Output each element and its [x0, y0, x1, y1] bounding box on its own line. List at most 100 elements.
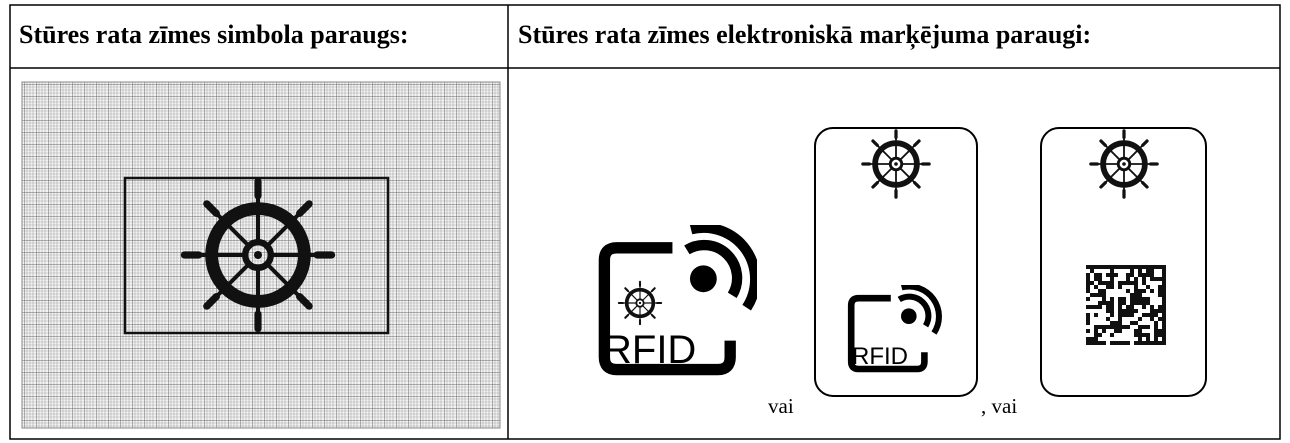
datamatrix-module [1134, 289, 1138, 293]
datamatrix-module [1094, 337, 1098, 341]
datamatrix-module [1154, 265, 1158, 269]
datamatrix-module [1162, 273, 1166, 277]
datamatrix-module [1122, 309, 1126, 313]
datamatrix-module [1162, 337, 1166, 341]
datamatrix-module [1154, 329, 1158, 333]
datamatrix-module [1098, 341, 1102, 345]
datamatrix-module [1142, 277, 1146, 281]
datamatrix-module [1102, 325, 1106, 329]
datamatrix-module [1118, 309, 1122, 313]
datamatrix-module [1134, 285, 1138, 289]
datamatrix-module [1106, 281, 1110, 285]
datamatrix-module [1098, 281, 1102, 285]
datamatrix-module [1150, 341, 1154, 345]
datamatrix-module [1118, 301, 1122, 305]
datamatrix-module [1110, 313, 1114, 317]
datamatrix-module [1162, 265, 1166, 269]
datamatrix-module [1158, 293, 1162, 297]
datamatrix-module [1134, 329, 1138, 333]
datamatrix-module [1098, 301, 1102, 305]
datamatrix-module [1110, 285, 1114, 289]
datamatrix-module [1126, 309, 1130, 313]
datamatrix-module [1126, 313, 1130, 317]
datamatrix-module [1162, 325, 1166, 329]
datamatrix-module [1130, 293, 1134, 297]
datamatrix-module [1086, 317, 1090, 321]
rfid-card [814, 127, 978, 397]
datamatrix-module [1098, 265, 1102, 269]
datamatrix-module [1134, 301, 1138, 305]
datamatrix-module [1146, 269, 1150, 273]
datamatrix-module [1118, 285, 1122, 289]
datamatrix-module [1138, 337, 1142, 341]
datamatrix-module [1162, 317, 1166, 321]
datamatrix-module [1118, 317, 1122, 321]
datamatrix-module [1150, 309, 1154, 313]
header-cell: Stūres rata zīmes simbola paraugs: [19, 20, 409, 49]
datamatrix-module [1162, 329, 1166, 333]
datamatrix-module [1146, 285, 1150, 289]
datamatrix-module [1158, 333, 1162, 337]
datamatrix-module [1110, 301, 1114, 305]
datamatrix-module [1118, 329, 1122, 333]
datamatrix-module [1102, 297, 1106, 301]
datamatrix-module [1150, 265, 1154, 269]
datamatrix-module [1154, 313, 1158, 317]
datamatrix-module [1150, 305, 1154, 309]
datamatrix-module [1086, 285, 1090, 289]
datamatrix-module [1122, 301, 1126, 305]
datamatrix-module [1122, 313, 1126, 317]
datamatrix-module [1094, 293, 1098, 297]
datamatrix-module [1154, 309, 1158, 313]
datamatrix-module [1146, 265, 1150, 269]
datamatrix-module [1106, 305, 1110, 309]
datamatrix-module [1162, 281, 1166, 285]
datamatrix-module [1162, 301, 1166, 305]
datamatrix-module [1142, 325, 1146, 329]
datamatrix-module [1122, 297, 1126, 301]
datamatrix-module [1138, 265, 1142, 269]
datamatrix-module [1094, 285, 1098, 289]
datamatrix-module [1154, 341, 1158, 345]
datamatrix-module [1146, 333, 1150, 337]
datamatrix-module [1118, 297, 1122, 301]
rfid-label: RFID [852, 343, 908, 370]
datamatrix-module [1118, 265, 1122, 269]
rfid-label: RFID [603, 328, 696, 372]
datamatrix-module [1086, 265, 1090, 269]
datamatrix-module [1134, 341, 1138, 345]
datamatrix-module [1138, 289, 1142, 293]
datamatrix-module [1106, 273, 1110, 277]
datamatrix-module [1154, 321, 1158, 325]
datamatrix-module [1122, 325, 1126, 329]
datamatrix-module [1142, 281, 1146, 285]
datamatrix-module [1094, 273, 1098, 277]
datamatrix-module [1086, 297, 1090, 301]
datamatrix-module [1150, 289, 1154, 293]
datamatrix-module [1106, 317, 1110, 321]
datamatrix-module [1154, 277, 1158, 281]
datamatrix-module [1134, 277, 1138, 281]
datamatrix-module [1102, 329, 1106, 333]
datamatrix-module [1126, 265, 1130, 269]
datamatrix-module [1158, 305, 1162, 309]
datamatrix-module [1122, 281, 1126, 285]
datamatrix-module [1158, 277, 1162, 281]
datamatrix-module [1110, 325, 1114, 329]
datamatrix-module [1138, 273, 1142, 277]
datamatrix-module [1126, 325, 1130, 329]
datamatrix-module [1138, 329, 1142, 333]
datamatrix-module [1130, 309, 1134, 313]
datamatrix-module [1146, 341, 1150, 345]
datamatrix-module [1142, 289, 1146, 293]
datamatrix-module [1102, 289, 1106, 293]
datamatrix-module [1154, 337, 1158, 341]
datamatrix-module [1094, 329, 1098, 333]
datamatrix-module [1106, 265, 1110, 269]
datamatrix-module [1154, 325, 1158, 329]
datamatrix-module [1158, 309, 1162, 313]
datamatrix-module [1162, 289, 1166, 293]
datamatrix-module [1154, 333, 1158, 337]
datamatrix-module [1150, 273, 1154, 277]
